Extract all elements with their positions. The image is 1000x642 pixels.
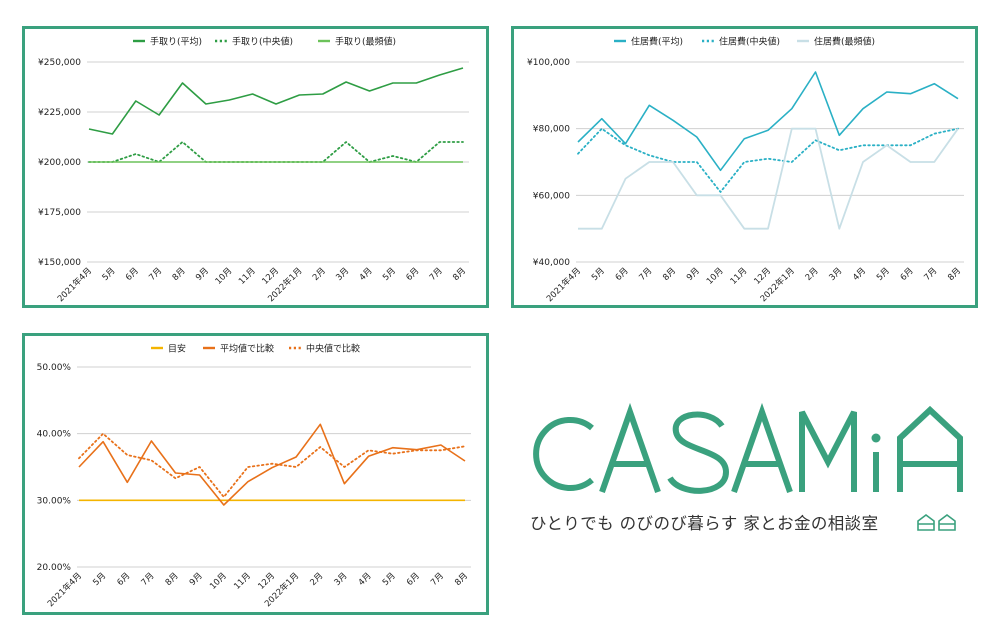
x-tick-label: 12月 [256,571,277,592]
housing-cost-chart-svg: ¥40,000 ¥60,000 ¥80,000 ¥100,000 2021年4月 5月 6月… [527,36,964,304]
x-tick-label: 7月 [922,266,939,283]
series-line [577,127,959,193]
legend-label: 手取り(平均) [150,36,202,48]
housing-ratio-chart: 20.00% 30.00% 40.00% 50.00% 2021年4月 5月 6月 7月 8月 9… [22,333,489,615]
y-tick-label: ¥250,000 [38,58,81,68]
x-tick-label: 2021年4月 [55,265,94,304]
legend-label: 平均値で比較 [220,343,274,355]
y-tick-label: 20.00% [37,563,72,573]
housing-ratio-chart-svg: 20.00% 30.00% 40.00% 50.00% 2021年4月 5月 6月 7月 8月 9… [37,343,471,609]
logo-letter-s [667,411,730,494]
take-home-pay-chart-svg: ¥150,000 ¥175,000 ¥200,000 ¥225,000 ¥250,000… [38,36,469,304]
y-tick-label: 40.00% [37,430,72,440]
x-tick-label: 2021年4月 [544,265,583,304]
housing-cost-chart: ¥40,000 ¥60,000 ¥80,000 ¥100,000 2021年4月 5月 6月… [511,26,978,308]
x-tick-label: 6月 [124,266,141,283]
series-line [88,67,464,135]
series-line [78,432,466,498]
legend-label: 中央値で比較 [306,343,360,355]
x-tick-label: 3月 [333,571,350,588]
legend-label: 住居費(中央値) [719,36,780,48]
x-tick-label: 9月 [685,266,702,283]
y-tick-label: 50.00% [37,363,72,373]
y-tick-label: 30.00% [37,496,72,506]
y-tick-label: ¥150,000 [38,258,81,268]
x-tick-label: 12月 [752,266,773,287]
logo-letter-a-house [897,405,963,492]
legend-label: 手取り(最頻値) [335,36,396,48]
y-tick-label: ¥200,000 [38,158,81,168]
x-tick-label: 9月 [194,266,211,283]
x-tick-label: 7月 [429,571,446,588]
x-tick-label: 10月 [214,266,235,287]
brand-block: ひとりでも のびのび暮らす 家とお金の相談室 [520,400,980,540]
x-tick-label: 3月 [334,266,351,283]
logo-letter-m [799,410,857,492]
x-tick-label: 4月 [851,266,868,283]
y-tick-label: ¥175,000 [38,208,81,218]
legend-label: 住居費(最頻値) [814,36,875,48]
x-tick-label: 8月 [451,266,468,283]
logo-letter-c [533,417,594,491]
x-tick-label: 5月 [381,571,398,588]
x-tick-label: 5月 [91,571,108,588]
series-line [78,423,466,506]
series-line [577,71,959,172]
x-tick-label: 2月 [804,266,821,283]
x-tick-label: 8月 [171,266,188,283]
house-icon [917,514,935,531]
x-tick-label: 4月 [358,266,375,283]
y-tick-label: ¥225,000 [38,108,81,118]
logo-letter-a2 [731,402,793,493]
x-tick-label: 2021年4月 [45,570,84,609]
x-tick-label: 2月 [311,266,328,283]
x-tick-label: 5月 [381,266,398,283]
x-tick-label: 7月 [428,266,445,283]
x-tick-label: 8月 [661,266,678,283]
x-tick-label: 7月 [637,266,654,283]
series-line [88,141,464,163]
x-tick-label: 7月 [147,266,164,283]
brand-tagline: ひとりでも のびのび暮らす 家とお金の相談室 [530,514,879,533]
casamia-logo [533,402,963,494]
x-tick-label: 9月 [188,571,205,588]
x-tick-label: 11月 [232,571,253,592]
x-tick-label: 6月 [899,266,916,283]
house-icons [917,514,956,531]
x-tick-label: 6月 [404,266,421,283]
x-tick-label: 7月 [140,571,157,588]
legend-label: 目安 [168,343,186,355]
x-tick-label: 2月 [308,571,325,588]
legend-label: 手取り(中央値) [232,36,293,48]
x-tick-label: 5月 [875,266,892,283]
take-home-pay-chart: ¥150,000 ¥175,000 ¥200,000 ¥225,000 ¥250,000… [22,26,489,308]
x-tick-label: 12月 [260,266,281,287]
y-tick-label: ¥40,000 [533,258,570,268]
x-tick-label: 8月 [946,266,963,283]
x-tick-label: 3月 [827,266,844,283]
x-tick-label: 5月 [101,266,118,283]
x-tick-label: 11月 [237,266,258,287]
y-tick-label: ¥80,000 [533,125,570,135]
x-tick-label: 11月 [729,266,750,287]
logo-letter-a [599,402,661,493]
series-line [578,127,959,230]
y-tick-label: ¥60,000 [533,191,570,201]
x-tick-label: 6月 [614,266,631,283]
x-tick-label: 6月 [115,571,132,588]
logo-i-dot [871,433,881,443]
x-tick-label: 10月 [705,266,726,287]
x-tick-label: 10月 [208,571,229,592]
legend-label: 住居費(平均) [631,36,683,48]
x-tick-label: 8月 [453,571,470,588]
x-tick-label: 4月 [357,571,374,588]
house-icon [938,514,956,531]
x-tick-label: 8月 [164,571,181,588]
x-tick-label: 6月 [405,571,422,588]
y-tick-label: ¥100,000 [527,58,570,68]
x-tick-label: 5月 [590,266,607,283]
